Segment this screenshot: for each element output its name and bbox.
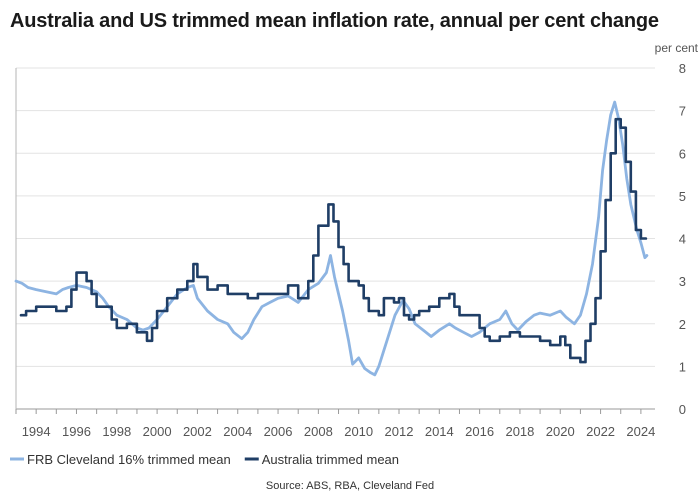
y-axis-unit: per cent [655, 41, 699, 55]
legend-label: FRB Cleveland 16% trimmed mean [27, 452, 231, 467]
x-tick-label: 2016 [465, 424, 494, 439]
series-lines [14, 100, 649, 377]
axes: per cent 0 1 2 3 4 5 6 7 8 1994 1996 1998 2000 2002 20… [15, 41, 699, 439]
x-tick-label: 2000 [143, 424, 172, 439]
x-tick-label: 2010 [344, 424, 373, 439]
series-line-1 [19, 117, 648, 364]
legend-label: Australia trimmed mean [262, 452, 399, 467]
y-tick-label: 3 [679, 274, 686, 289]
x-tick-label: 2006 [264, 424, 293, 439]
x-tick-label: 1996 [62, 424, 91, 439]
x-tick-label: 2018 [505, 424, 534, 439]
y-tick-label: 8 [679, 61, 686, 76]
y-tick-label: 5 [679, 189, 686, 204]
x-tick-label: 2020 [546, 424, 575, 439]
x-tick-label: 2022 [586, 424, 615, 439]
grid-lines [16, 67, 655, 410]
x-tick-label: 2014 [425, 424, 454, 439]
series-line-0 [14, 100, 649, 377]
source-note: Source: ABS, RBA, Cleveland Fed [266, 480, 434, 492]
x-tick-label: 2012 [385, 424, 414, 439]
x-tick-label: 2004 [223, 424, 252, 439]
x-tick-label: 1998 [102, 424, 131, 439]
y-tick-label: 4 [679, 232, 686, 247]
x-tick-label: 2024 [626, 424, 655, 439]
y-tick-label: 2 [679, 317, 686, 332]
legend: FRB Cleveland 16% trimmed mean Australia … [10, 452, 399, 467]
x-tick-label: 1994 [22, 424, 51, 439]
y-tick-label: 7 [679, 104, 686, 119]
y-tick-label: 0 [679, 402, 686, 417]
x-tick-label: 2002 [183, 424, 212, 439]
chart-title: Australia and US trimmed mean inflation … [10, 10, 659, 32]
y-tick-label: 6 [679, 146, 686, 161]
y-tick-label: 1 [679, 359, 686, 374]
x-tick-label: 2008 [304, 424, 333, 439]
